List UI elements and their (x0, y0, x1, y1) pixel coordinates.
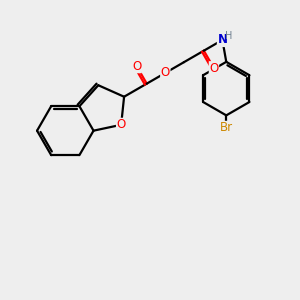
Text: O: O (132, 60, 141, 73)
Text: O: O (161, 66, 170, 80)
Text: H: H (225, 31, 233, 40)
Text: O: O (116, 118, 126, 131)
Text: Br: Br (220, 121, 233, 134)
Text: N: N (218, 34, 227, 46)
Text: O: O (209, 62, 219, 75)
